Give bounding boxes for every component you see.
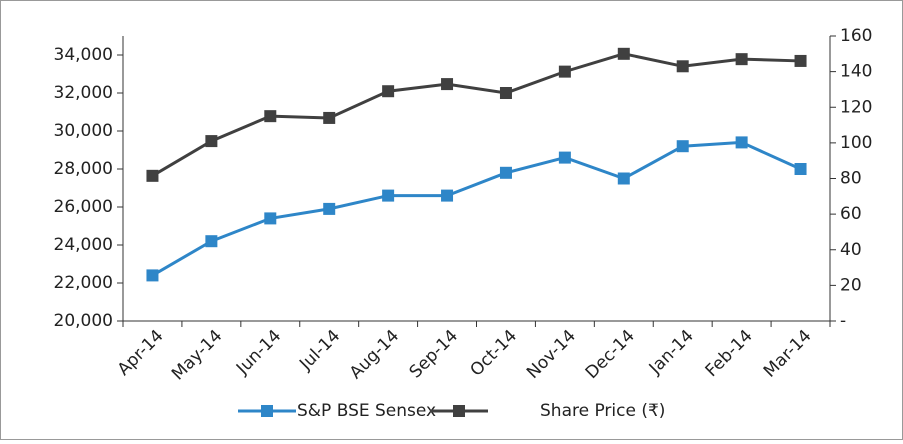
data-point — [441, 189, 454, 202]
legend-label: Share Price (₹) — [540, 401, 665, 421]
data-point — [205, 135, 218, 148]
y-tick-label: 26,000 — [54, 197, 113, 217]
series-line — [151, 140, 802, 277]
data-point — [499, 87, 512, 99]
data-point — [146, 269, 159, 282]
y2-tick-label: 40 — [840, 240, 862, 260]
y2-tick-label: 160 — [840, 26, 872, 46]
y-tick-label: 20,000 — [54, 311, 113, 331]
legend-label: S&P BSE Sensex — [297, 401, 436, 421]
y-tick-label: 28,000 — [54, 159, 113, 179]
y2-tick-label: 140 — [840, 62, 872, 82]
y-tick-label: 30,000 — [54, 121, 113, 141]
data-point — [323, 202, 336, 215]
data-point — [382, 189, 395, 202]
data-point — [382, 85, 395, 98]
y-tick-label: 22,000 — [54, 273, 113, 293]
y-tick-label: 34,000 — [54, 45, 113, 65]
data-point — [676, 60, 689, 73]
y2-tick-label: 60 — [840, 204, 862, 224]
data-point — [676, 140, 689, 153]
data-point — [617, 172, 630, 185]
data-point — [617, 47, 630, 60]
data-point — [499, 166, 512, 179]
y2-tick-label: - — [840, 311, 846, 331]
series-line — [151, 52, 801, 178]
y-tick-label: 32,000 — [54, 83, 113, 103]
data-point — [205, 235, 218, 248]
y2-tick-label: 80 — [840, 169, 862, 189]
data-point — [735, 53, 748, 66]
data-point — [558, 151, 571, 164]
data-point — [146, 169, 159, 182]
data-point — [794, 163, 807, 175]
data-point — [264, 212, 277, 225]
legend-marker — [453, 405, 465, 417]
legend-marker — [261, 405, 273, 417]
data-point — [441, 78, 454, 91]
y-tick-label: 24,000 — [54, 235, 113, 255]
data-point — [323, 111, 336, 124]
data-point — [735, 136, 748, 149]
y2-tick-label: 100 — [840, 133, 872, 153]
data-point — [264, 110, 277, 123]
y2-tick-label: 120 — [840, 97, 872, 117]
data-point — [794, 54, 807, 67]
y2-tick-label: 20 — [840, 275, 862, 295]
data-point — [558, 65, 571, 78]
